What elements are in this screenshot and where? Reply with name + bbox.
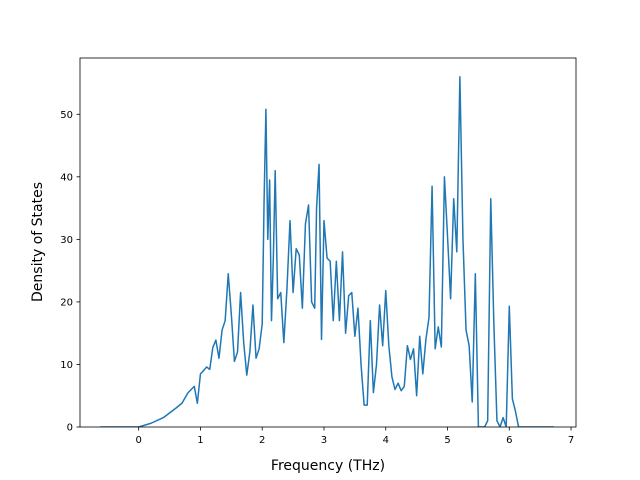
x-tick-label: 4: [383, 435, 389, 446]
y-tick-label: 10: [60, 360, 73, 371]
y-tick-label: 0: [67, 423, 73, 434]
y-axis-label: Density of States: [30, 182, 46, 302]
x-tick-label: 6: [506, 435, 512, 446]
y-tick-label: 30: [60, 235, 73, 246]
x-tick-label: 3: [321, 435, 327, 446]
y-tick-label: 20: [60, 297, 73, 308]
x-axis-label: Frequency (THz): [271, 458, 385, 474]
series-line-0: [100, 76, 554, 427]
x-tick-label: 1: [197, 435, 203, 446]
axes-frame: [79, 57, 577, 428]
x-tick-label: 5: [444, 435, 450, 446]
y-tick-label: 50: [60, 110, 73, 121]
x-tick-label: 2: [259, 435, 265, 446]
x-tick-label: 0: [135, 435, 141, 446]
y-tick-label: 40: [60, 172, 73, 183]
x-tick-label: 7: [568, 435, 574, 446]
